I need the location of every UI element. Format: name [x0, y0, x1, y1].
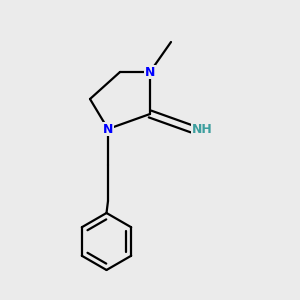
Text: N: N [145, 65, 155, 79]
Text: NH: NH [192, 122, 213, 136]
Text: N: N [103, 122, 113, 136]
